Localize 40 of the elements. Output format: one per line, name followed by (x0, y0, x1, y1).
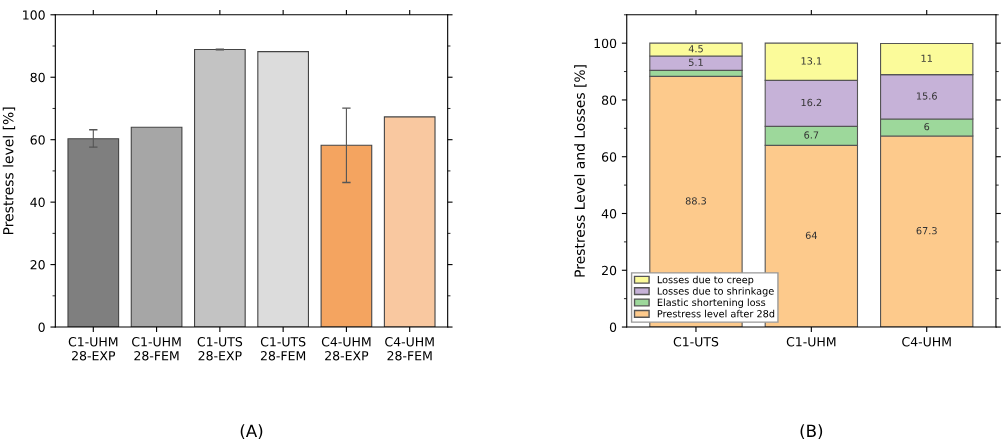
x-tick-label: C1-UTS (673, 336, 719, 347)
y-tick-label: 0 (38, 322, 45, 332)
data-label: 16.2 (801, 98, 822, 107)
legend-label: Losses due to creep (657, 275, 754, 286)
data-label: 5.1 (688, 58, 703, 66)
y-tick-label: 40 (30, 197, 45, 208)
x-tick-label: C1-UTS 28-EXP (197, 336, 243, 361)
y-tick-label: 60 (30, 135, 45, 145)
y-tick-label: 20 (602, 265, 617, 276)
y-tick-label: 100 (23, 10, 45, 20)
x-tick-label: C1-UTS 28-FEM (260, 336, 306, 361)
data-label: 67.3 (916, 226, 937, 235)
x-tick-label: C1-UHM (786, 336, 836, 347)
y-tick-label: 60 (601, 152, 617, 162)
legend-label: Prestress level after 28d (657, 309, 775, 318)
text: (A) (240, 424, 263, 440)
y-tick-label: 40 (601, 208, 617, 219)
data-label: 13.1 (801, 57, 822, 65)
y-tick-label: 0 (609, 322, 617, 332)
data-label: 11 (921, 54, 932, 62)
y-tick-label: 80 (30, 72, 45, 83)
x-tick-label: C4-UHM (902, 336, 951, 347)
data-label: 6 (924, 122, 930, 131)
y-tick-label: 20 (30, 260, 45, 270)
legend-label: Elastic shortening loss (657, 298, 766, 308)
data-label: 4.5 (688, 45, 703, 53)
y-tick-label: 100 (594, 38, 617, 49)
y-tick-label: 80 (601, 95, 617, 105)
data-label: 88.3 (685, 197, 707, 205)
y-axis-title: Prestress level [%] (2, 107, 16, 235)
data-label: 15.6 (916, 92, 937, 100)
x-tick-label: C4-UHM 28-FEM (385, 336, 434, 361)
text: (B) (800, 424, 823, 440)
data-label: 6.7 (804, 131, 819, 139)
y-axis-title: Prestress Level and Losses [%] (574, 65, 587, 277)
data-label: 64 (805, 231, 817, 240)
x-tick-label: C4-UHM 28-EXP (321, 336, 371, 361)
x-tick-label: C1-UHM 28-EXP (68, 336, 118, 361)
legend-label: Losses due to shrinkage (657, 287, 774, 297)
x-tick-label: C1-UHM 28-FEM (132, 336, 181, 361)
